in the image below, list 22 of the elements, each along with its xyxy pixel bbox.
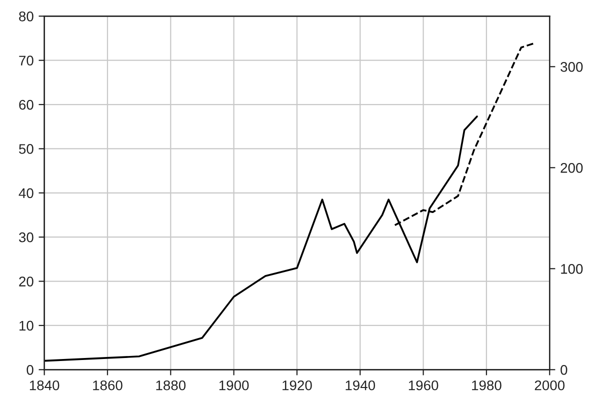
x-tick-label: 2000 (534, 380, 565, 390)
y-tick-label: 50 (19, 144, 34, 154)
y2-tick-label: 0 (560, 364, 568, 375)
x-tick-label: 1860 (93, 380, 122, 390)
y-tick-label: 0 (26, 364, 34, 375)
x-tick-label: 1920 (282, 380, 312, 390)
x-tick-label: 1980 (472, 380, 502, 390)
y2-tick-label: 300 (560, 62, 583, 72)
x-tick-label: 1840 (30, 380, 60, 390)
y2-tick-label: 200 (560, 162, 583, 173)
y-tick-label: 70 (19, 56, 34, 66)
x-tick-label: 1960 (408, 380, 438, 390)
x-tick-label: 1900 (219, 380, 249, 390)
y-tick-label: 80 (19, 11, 34, 22)
y-tick-label: 20 (19, 276, 34, 286)
y2-tick-label: 100 (561, 264, 583, 274)
x-tick-label: 1940 (346, 380, 376, 390)
x-tick-label: 1880 (156, 380, 186, 390)
y-tick-label: 30 (18, 232, 34, 242)
y-tick-label: 60 (19, 100, 34, 110)
y-tick-label: 40 (18, 188, 34, 198)
y-tick-label: 10 (20, 320, 34, 331)
